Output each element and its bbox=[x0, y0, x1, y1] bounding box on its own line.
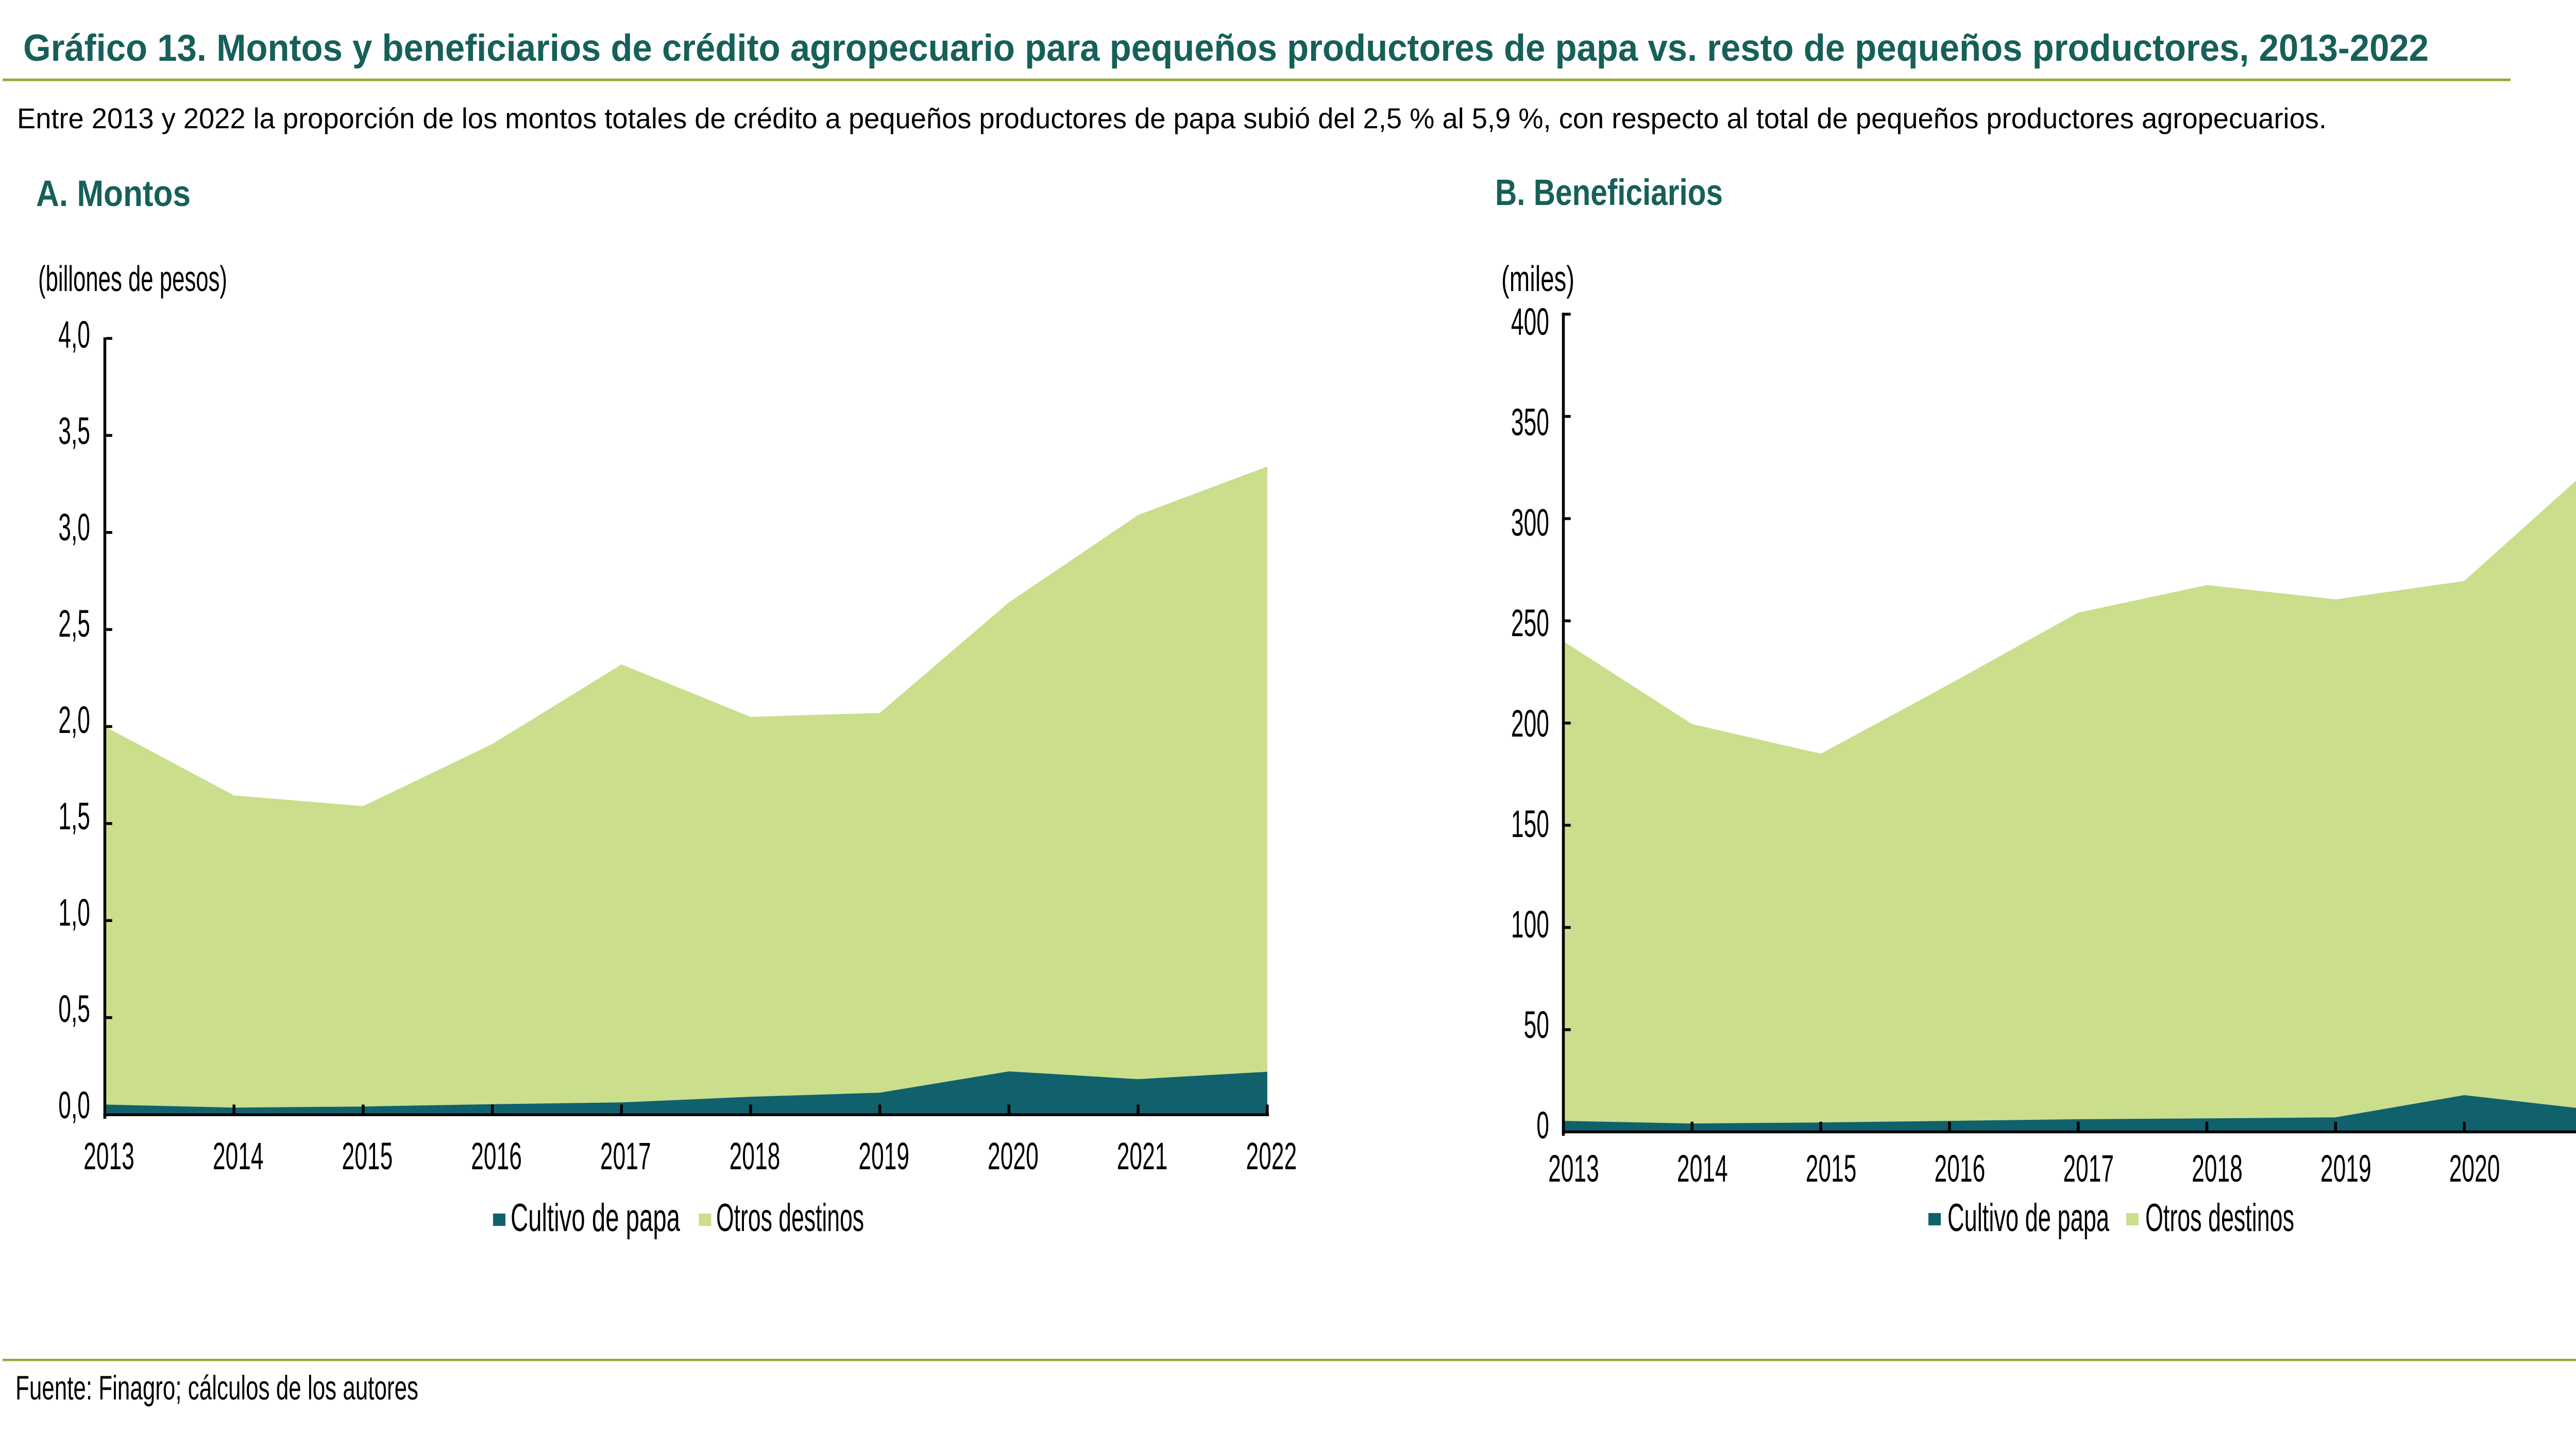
svg-text:250: 250 bbox=[1511, 602, 1549, 644]
svg-text:1,5: 1,5 bbox=[58, 795, 90, 837]
svg-text:400: 400 bbox=[1511, 300, 1549, 343]
svg-text:2,5: 2,5 bbox=[58, 602, 90, 644]
svg-text:2014: 2014 bbox=[213, 1135, 264, 1177]
svg-text:2022: 2022 bbox=[1246, 1135, 1297, 1177]
svg-text:50: 50 bbox=[1524, 1003, 1549, 1046]
svg-text:200: 200 bbox=[1511, 702, 1549, 744]
svg-text:Cultivo de papa: Cultivo de papa bbox=[1947, 1196, 2109, 1240]
svg-text:350: 350 bbox=[1511, 401, 1549, 443]
svg-text:2019: 2019 bbox=[858, 1135, 909, 1177]
svg-text:1,0: 1,0 bbox=[58, 891, 90, 933]
svg-text:2013: 2013 bbox=[1548, 1147, 1599, 1189]
svg-text:4,0: 4,0 bbox=[58, 313, 90, 355]
svg-text:B. Beneficiarios: B. Beneficiarios bbox=[1495, 173, 1723, 213]
svg-text:(billones de pesos): (billones de pesos) bbox=[38, 259, 227, 299]
svg-text:2019: 2019 bbox=[2320, 1147, 2371, 1189]
svg-text:0,0: 0,0 bbox=[58, 1084, 90, 1126]
svg-text:300: 300 bbox=[1511, 501, 1549, 543]
svg-text:2017: 2017 bbox=[600, 1135, 651, 1177]
svg-text:3,0: 3,0 bbox=[58, 506, 90, 548]
svg-text:2014: 2014 bbox=[1677, 1147, 1728, 1189]
svg-text:2,0: 2,0 bbox=[58, 698, 90, 741]
svg-text:2015: 2015 bbox=[342, 1135, 393, 1177]
svg-text:Gráfico 13. Montos y beneficia: Gráfico 13. Montos y beneficiarios de cr… bbox=[23, 27, 2429, 69]
svg-text:100: 100 bbox=[1511, 903, 1549, 945]
svg-text:2015: 2015 bbox=[1806, 1147, 1857, 1189]
svg-text:0,5: 0,5 bbox=[58, 987, 90, 1030]
svg-text:2016: 2016 bbox=[471, 1135, 522, 1177]
svg-text:2018: 2018 bbox=[2192, 1147, 2243, 1189]
svg-text:2020: 2020 bbox=[988, 1135, 1039, 1177]
svg-text:0: 0 bbox=[1536, 1104, 1549, 1146]
svg-text:3,5: 3,5 bbox=[58, 409, 90, 452]
svg-text:Cultivo de papa: Cultivo de papa bbox=[511, 1196, 680, 1240]
svg-text:Otros destinos: Otros destinos bbox=[716, 1196, 864, 1240]
svg-text:2016: 2016 bbox=[1935, 1147, 1986, 1189]
svg-text:Entre 2013 y 2022 la proporció: Entre 2013 y 2022 la proporción de los m… bbox=[17, 102, 2327, 134]
svg-text:150: 150 bbox=[1511, 803, 1549, 845]
svg-text:2017: 2017 bbox=[2063, 1147, 2114, 1189]
svg-text:Otros destinos: Otros destinos bbox=[2145, 1196, 2294, 1240]
svg-text:2021: 2021 bbox=[1117, 1135, 1168, 1177]
svg-text:2013: 2013 bbox=[83, 1135, 134, 1177]
svg-text:2018: 2018 bbox=[730, 1135, 781, 1177]
svg-text:2020: 2020 bbox=[2449, 1147, 2500, 1189]
svg-text:A. Montos: A. Montos bbox=[36, 174, 191, 214]
svg-text:(miles): (miles) bbox=[1501, 259, 1574, 299]
svg-text:Fuente: Finagro; cálculos de l: Fuente: Finagro; cálculos de los autores bbox=[15, 1369, 418, 1407]
